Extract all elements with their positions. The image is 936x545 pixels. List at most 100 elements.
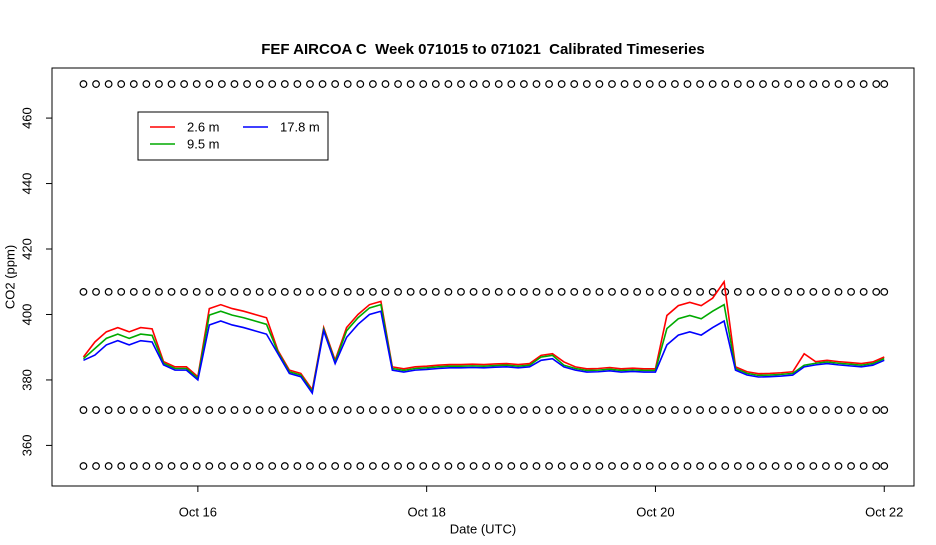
legend-label: 2.6 m xyxy=(187,119,220,134)
flag-marker xyxy=(671,406,679,414)
flag-marker xyxy=(457,80,465,88)
flag-marker xyxy=(217,287,226,296)
flag-marker xyxy=(268,287,277,296)
flag-marker xyxy=(834,80,843,88)
flag-marker xyxy=(595,287,604,296)
flag-marker xyxy=(167,287,176,296)
flag-marker xyxy=(243,406,251,414)
flag-marker xyxy=(620,462,629,470)
flag-marker xyxy=(205,406,214,414)
flag-marker xyxy=(104,287,113,296)
flag-marker xyxy=(746,462,755,470)
flag-marker xyxy=(708,287,717,296)
flag-marker xyxy=(280,287,289,296)
flag-marker xyxy=(431,406,440,414)
flag-marker xyxy=(406,287,415,296)
flag-marker xyxy=(759,462,767,470)
flag-marker xyxy=(557,406,566,414)
x-axis-label: Date (UTC) xyxy=(450,521,516,536)
flag-marker xyxy=(880,406,889,414)
flag-marker xyxy=(255,462,264,470)
flag-marker xyxy=(532,287,541,296)
flag-marker xyxy=(167,406,176,414)
flag-marker xyxy=(696,80,704,88)
flag-marker xyxy=(834,406,843,414)
flag-marker xyxy=(306,462,314,470)
flag-marker xyxy=(343,462,352,470)
flag-marker xyxy=(142,462,151,470)
flag-marker xyxy=(230,462,239,470)
flag-marker xyxy=(696,462,704,470)
flag-marker xyxy=(394,80,402,88)
flag-marker xyxy=(419,80,428,88)
flag-marker xyxy=(721,406,730,414)
flag-marker xyxy=(381,80,390,88)
flag-marker xyxy=(142,80,151,88)
flag-marker xyxy=(331,462,340,470)
flag-marker xyxy=(406,406,415,414)
flag-marker xyxy=(683,406,692,414)
flag-marker xyxy=(683,462,692,470)
flag-marker xyxy=(129,287,138,296)
flag-marker xyxy=(570,287,579,296)
flag-marker xyxy=(394,287,402,296)
flag-marker xyxy=(129,462,138,470)
flag-marker xyxy=(117,462,126,470)
flag-marker xyxy=(809,80,818,88)
flag-marker xyxy=(834,287,843,296)
flag-marker xyxy=(142,406,151,414)
flag-marker xyxy=(796,406,805,414)
flag-marker xyxy=(431,80,440,88)
flag-marker xyxy=(847,406,855,414)
flag-marker xyxy=(167,80,176,88)
flag-marker xyxy=(469,287,478,296)
flag-marker xyxy=(368,80,377,88)
flag-marker xyxy=(280,406,289,414)
flag-marker xyxy=(318,462,327,470)
legend-label: 17.8 m xyxy=(280,119,320,134)
y-axis-label: CO2 (ppm) xyxy=(2,245,17,309)
series-line xyxy=(82,303,885,394)
flag-marker xyxy=(205,287,214,296)
flag-marker xyxy=(217,462,226,470)
flag-marker xyxy=(79,80,88,88)
flag-marker xyxy=(608,80,616,88)
flag-marker xyxy=(620,80,629,88)
flag-marker xyxy=(331,406,340,414)
flag-marker xyxy=(368,462,377,470)
flag-marker xyxy=(582,406,591,414)
flag-marker xyxy=(784,80,793,88)
flag-marker xyxy=(696,287,704,296)
flag-marker xyxy=(771,80,780,88)
flag-marker xyxy=(872,80,881,88)
flag-marker xyxy=(205,462,214,470)
flag-marker xyxy=(708,462,717,470)
flag-marker xyxy=(331,287,340,296)
flag-marker xyxy=(784,462,793,470)
flag-marker xyxy=(557,80,566,88)
flag-marker xyxy=(79,462,88,470)
flag-marker xyxy=(268,406,277,414)
flag-marker xyxy=(759,406,767,414)
flag-marker xyxy=(318,406,327,414)
flag-marker xyxy=(406,462,415,470)
flag-marker xyxy=(595,80,604,88)
flag-marker xyxy=(180,80,189,88)
flag-marker xyxy=(243,287,251,296)
flag-marker xyxy=(192,406,201,414)
flag-marker xyxy=(494,462,503,470)
series-line xyxy=(82,279,885,392)
flag-marker xyxy=(608,462,616,470)
plot-frame xyxy=(51,67,915,487)
flag-marker xyxy=(217,406,226,414)
flag-marker xyxy=(343,287,352,296)
flag-marker xyxy=(356,287,365,296)
chart-title: FEF AIRCOA C Week 071015 to 071021 Calib… xyxy=(261,41,705,58)
flag-marker xyxy=(394,462,402,470)
flag-marker xyxy=(809,406,818,414)
flag-marker xyxy=(356,462,365,470)
flag-marker xyxy=(532,406,541,414)
flag-marker xyxy=(243,80,251,88)
